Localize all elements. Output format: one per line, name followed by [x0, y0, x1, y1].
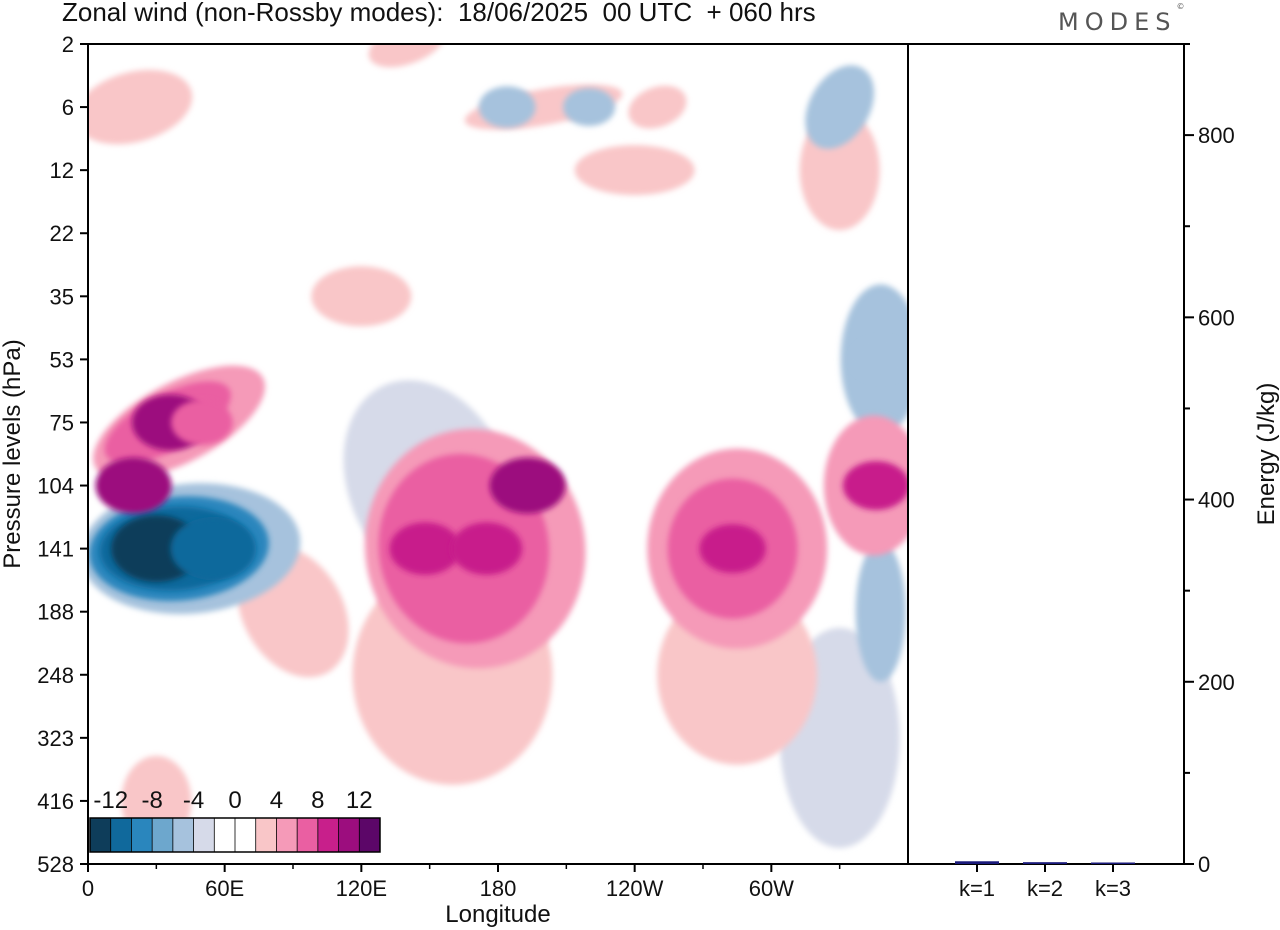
colorbar-label: -12 — [93, 787, 128, 814]
x-tick-label: 180 — [480, 876, 517, 901]
x-tick-label: 60E — [205, 876, 244, 901]
y-tick-label: 248 — [37, 663, 74, 688]
energy-tick-label: 800 — [1198, 123, 1235, 148]
colorbar-swatch — [152, 818, 174, 852]
wind-feature-core — [478, 86, 536, 128]
colorbar-label: 0 — [228, 787, 241, 814]
colorbar-frame — [89, 817, 381, 853]
x-tick-label: 60W — [749, 876, 794, 901]
wind-feature-core — [563, 88, 616, 127]
energy-tick-label: 600 — [1198, 305, 1235, 330]
y-tick-label: 35 — [50, 284, 74, 309]
contour-region — [574, 145, 695, 196]
wind-feature-core — [852, 338, 908, 381]
contour-region — [628, 85, 687, 129]
colorbar-swatch — [317, 818, 340, 852]
wind-feature-core — [95, 457, 172, 514]
bar-category-label: k=1 — [959, 876, 995, 901]
y-tick-label: 2 — [62, 32, 74, 57]
bar-category-label: k=2 — [1027, 876, 1063, 901]
y-tick-label: 141 — [37, 537, 74, 562]
energy-bar — [955, 861, 999, 864]
colorbar-swatch — [235, 818, 257, 852]
wind-feature-core — [842, 461, 908, 510]
colorbar-label: -4 — [183, 787, 204, 814]
colorbar-swatch — [359, 818, 381, 852]
colorbar-swatch — [131, 818, 153, 852]
zonal-wind-contour-field — [88, 44, 908, 864]
colorbar-label: 12 — [346, 787, 373, 814]
energy-bar — [1023, 862, 1067, 864]
y-tick-label: 53 — [50, 347, 74, 372]
colorbar-swatch — [338, 818, 360, 852]
colorbar-swatch — [297, 818, 319, 852]
y-tick-label: 188 — [37, 600, 74, 625]
x-tick-label: 120W — [606, 876, 664, 901]
x-axis-label: Longitude — [445, 901, 550, 928]
wind-feature-core — [699, 524, 766, 574]
wind-feature-core — [171, 399, 233, 446]
y-tick-label: 22 — [50, 221, 74, 246]
wind-feature-core — [489, 457, 566, 514]
y-tick-label: 416 — [37, 789, 74, 814]
y-axis-label: Pressure levels (hPa) — [0, 339, 26, 568]
wind-feature-core — [170, 517, 257, 581]
colorbar-swatch — [255, 818, 277, 852]
x-tick-label: 0 — [82, 876, 94, 901]
contour-region — [311, 266, 412, 327]
colorbar-swatch — [172, 818, 195, 852]
contour-region — [368, 44, 446, 68]
chart-title: Zonal wind (non-Rossby modes): 18/06/202… — [62, 0, 816, 27]
colorbar-swatch — [90, 818, 112, 852]
energy-axis-label: Energy (J/kg) — [1253, 383, 1280, 526]
colorbar-label: 4 — [270, 787, 283, 814]
colorbar-swatch — [110, 818, 132, 852]
colorbar-swatch — [193, 818, 215, 852]
energy-tick-label: 400 — [1198, 488, 1235, 513]
y-tick-label: 6 — [62, 95, 74, 120]
contour-region — [88, 69, 193, 145]
contour-region — [855, 541, 906, 682]
wind-feature-core — [451, 522, 523, 575]
y-tick-label: 75 — [50, 410, 74, 435]
contour-region — [112, 613, 292, 736]
colorbar-swatch — [214, 818, 236, 852]
energy-tick-label: 0 — [1198, 852, 1210, 877]
contour-region — [805, 65, 875, 149]
x-tick-label: 120E — [336, 876, 387, 901]
bar-category-label: k=3 — [1095, 876, 1131, 901]
colorbar-label: 8 — [311, 787, 324, 814]
colorbar-label: -8 — [141, 787, 162, 814]
modes-logo: MODES© — [1058, 2, 1185, 36]
energy-bar-panel: 0 200 400 600 800 k=1 k=2 k=3 Energy (J/kg) — [908, 43, 1280, 901]
y-tick-label: 104 — [37, 474, 74, 499]
y-tick-label: 323 — [37, 726, 74, 751]
colorbar: -12 -8 -4 0 4 8 12 — [89, 787, 381, 853]
y-tick-label: 528 — [37, 852, 74, 877]
y-tick-label: 12 — [50, 158, 74, 183]
colorbar-swatch — [276, 818, 298, 852]
wind-feature-core — [389, 522, 461, 575]
energy-bar — [1091, 862, 1135, 864]
energy-tick-label: 200 — [1198, 670, 1235, 695]
